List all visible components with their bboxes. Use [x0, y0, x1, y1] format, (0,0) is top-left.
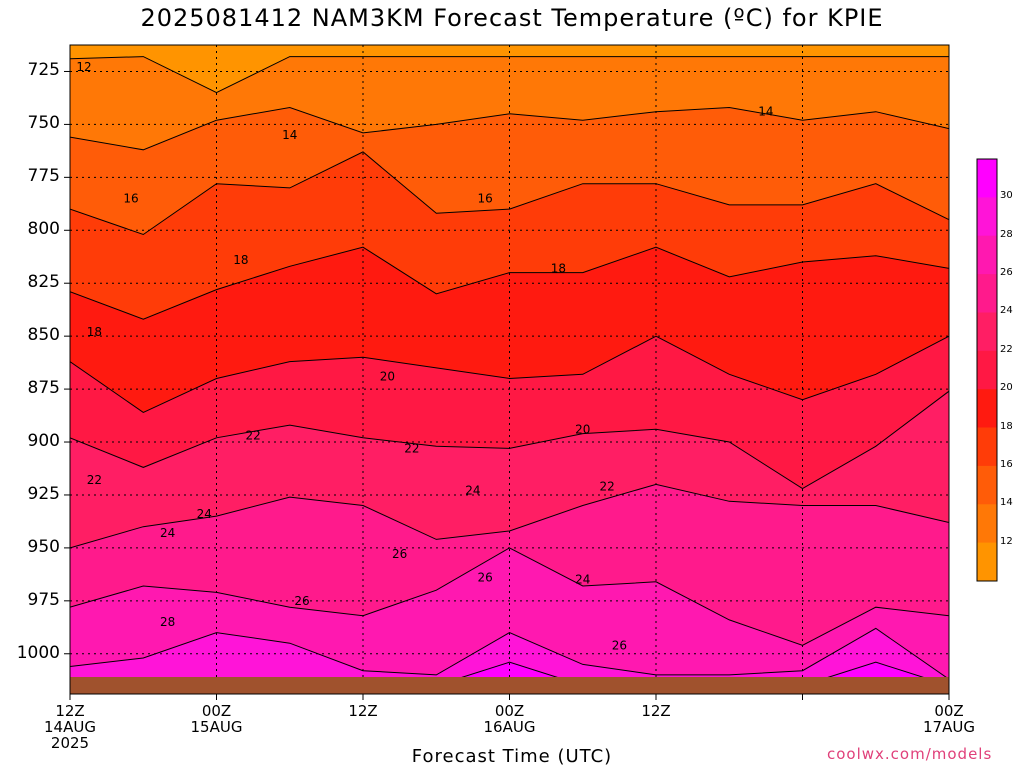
xtick-line: 12Z: [55, 702, 85, 720]
colorbar-label: 16: [1000, 458, 1013, 470]
ytick-label: 825: [27, 272, 60, 293]
colorbar-label: 14: [1000, 497, 1013, 509]
contour-label: 26: [477, 571, 492, 585]
contour-label: 22: [600, 479, 615, 493]
ytick-label: 775: [27, 166, 60, 187]
contour-label: 18: [551, 261, 566, 275]
contour-label: 24: [160, 526, 175, 540]
colorbar-segment: [977, 235, 997, 275]
colorbar-segment: [977, 504, 997, 544]
contour-label: 16: [477, 192, 492, 206]
axis-tick-marks: [64, 70, 950, 700]
contour-labels: 12 14 14 16 16 18 18 18 20 20 22 22 22 22 24 24 24 24 26 26…: [76, 60, 773, 652]
contour-label: 20: [380, 369, 395, 383]
ytick-label: 900: [27, 431, 60, 452]
colorbar-frame: [976, 158, 998, 582]
contour-label: 26: [294, 594, 309, 608]
colorbar-segment: [977, 159, 997, 198]
colorbar-segment: [977, 197, 997, 237]
contour-label: 18: [87, 325, 102, 339]
xtick-label: 12Z: [323, 703, 403, 719]
contour-label: 24: [197, 507, 212, 521]
xtick-label: 00Z 15AUG: [177, 703, 257, 735]
xtick-line: 2025: [50, 734, 90, 752]
xtick-line: 12Z: [348, 702, 378, 720]
xtick-label: 00Z 16AUG: [470, 703, 550, 735]
contour-label: 22: [404, 441, 419, 455]
colorbar-label: 28: [1000, 228, 1013, 240]
chart-title: 2025081412 NAM3KM Forecast Temperature (…: [140, 4, 884, 32]
contour-label: 22: [87, 473, 102, 487]
colorbar-label: 12: [1000, 535, 1013, 547]
colorbar-segment: [977, 312, 997, 352]
xtick-line: 16AUG: [483, 718, 536, 736]
colorbar-label: 20: [1000, 382, 1013, 394]
xtick-line: 00Z: [934, 702, 964, 720]
ytick-label: 750: [27, 113, 60, 134]
xtick-line: 15AUG: [190, 718, 243, 736]
isotherm-14: [70, 106, 949, 151]
source-credit: coolwx.com/models: [827, 745, 993, 763]
xtick-label: 00Z 17AUG: [909, 703, 989, 735]
colorbar-segment: [977, 465, 997, 505]
contour-label: 22: [245, 429, 260, 443]
xtick-label: 12Z 14AUG 2025: [30, 703, 110, 751]
contour-label: 28: [160, 615, 175, 629]
ground-surface: [70, 677, 949, 694]
colorbar-label: 24: [1000, 305, 1013, 317]
contour-label: 24: [465, 484, 480, 498]
colorbar-segment: [977, 427, 997, 467]
colorbar-label: 18: [1000, 420, 1013, 432]
ytick-label: 1000: [16, 642, 60, 663]
colorbar: [976, 158, 998, 582]
ytick-label: 925: [27, 483, 60, 504]
xtick-line: 17AUG: [923, 718, 975, 736]
colorbar-label: 22: [1000, 343, 1013, 355]
xtick-line: 14AUG: [44, 718, 96, 736]
xtick-label: 12Z: [616, 703, 696, 719]
colorbar-segment: [977, 274, 997, 313]
contour-label: 14: [282, 128, 297, 142]
ytick-label: 875: [27, 378, 60, 399]
contour-label: 24: [575, 573, 590, 587]
colorbar-segment: [977, 542, 997, 582]
ytick-label: 800: [27, 219, 60, 240]
contour-label: 26: [392, 547, 407, 561]
colorbar-label: 26: [1000, 267, 1013, 279]
colorbar-segment: [977, 389, 997, 429]
x-axis-title: Forecast Time (UTC): [411, 746, 613, 767]
xtick-line: 00Z: [494, 702, 525, 720]
contour-label: 26: [612, 638, 627, 652]
ytick-label: 725: [27, 60, 60, 81]
isotherm-12: [70, 56, 949, 94]
ytick-label: 975: [27, 589, 60, 610]
contour-label: 20: [575, 422, 590, 436]
contour-label: 18: [233, 253, 248, 267]
xtick-line: 12Z: [641, 702, 671, 720]
colorbar-segment: [977, 350, 997, 390]
contour-label: 12: [76, 60, 91, 74]
ytick-label: 850: [27, 325, 60, 346]
contour-label: 16: [123, 192, 138, 206]
contour-label: 14: [758, 105, 773, 119]
colorbar-label: 30: [1000, 190, 1013, 202]
xtick-line: 00Z: [201, 702, 232, 720]
ytick-label: 950: [27, 536, 60, 557]
